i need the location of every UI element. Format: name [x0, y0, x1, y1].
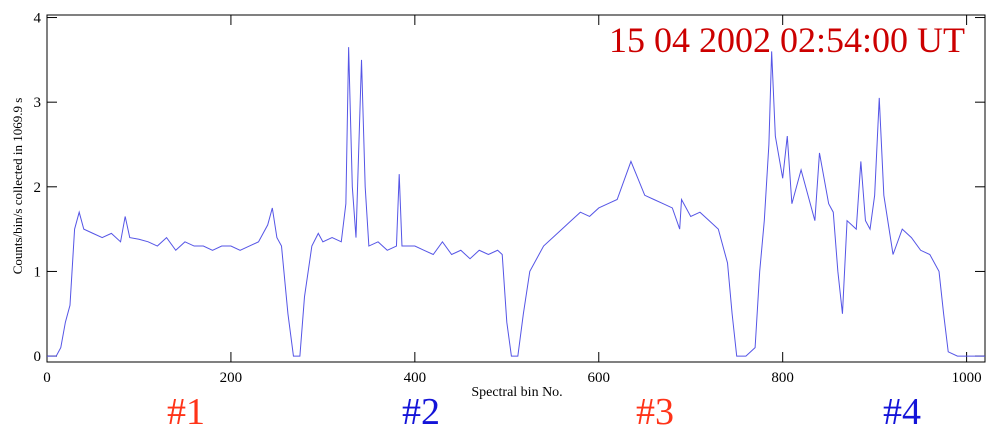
region-label: #2 — [402, 391, 440, 430]
y-tick-label: 2 — [34, 180, 42, 196]
x-tick-label: 600 — [588, 370, 611, 386]
y-axis-label: Counts/bin/s collected in 1069.9 s — [10, 98, 25, 275]
x-tick-label: 200 — [220, 370, 243, 386]
y-tick-label: 1 — [34, 264, 42, 280]
x-axis-label: Spectral bin No. — [471, 385, 562, 400]
chart-title: 15 04 2002 02:54:00 UT — [609, 20, 965, 60]
y-tick-label: 3 — [34, 95, 42, 111]
x-tick-label: 800 — [771, 370, 794, 386]
x-tick-label: 400 — [404, 370, 427, 386]
x-tick-label: 0 — [43, 370, 51, 386]
spectrum-line — [47, 47, 985, 357]
region-label: #3 — [636, 391, 674, 430]
y-tick-label: 0 — [34, 349, 42, 365]
region-label: #1 — [167, 391, 205, 430]
x-tick-label: 1000 — [952, 370, 982, 386]
y-tick-label: 4 — [34, 11, 42, 27]
plot-frame — [46, 14, 986, 363]
region-label: #4 — [883, 391, 921, 430]
